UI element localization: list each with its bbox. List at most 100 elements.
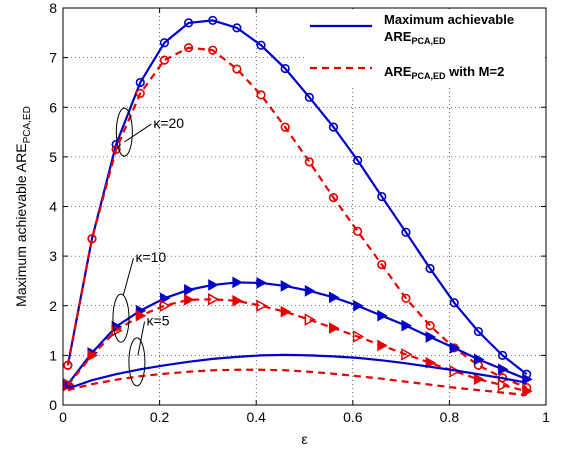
legend-text-line2: AREPCA,ED (384, 29, 446, 46)
x-tick-label: 0 (59, 409, 67, 425)
series-point-m2 (280, 122, 290, 132)
series-point-m2 (328, 322, 340, 334)
series-point-max (497, 350, 508, 360)
series-point-max (498, 363, 509, 376)
series-point-max (183, 18, 194, 28)
series-point-max (159, 38, 170, 48)
series-point-max (304, 92, 314, 102)
series-point-max (280, 63, 290, 74)
x-tick-label: 0.2 (150, 409, 170, 425)
series-point-max (232, 276, 243, 289)
x-axis-label: ε (301, 431, 307, 447)
series-point-max (473, 353, 485, 366)
annotation-ellipse (128, 337, 146, 387)
series-point-m2 (401, 293, 411, 303)
series-point-max (256, 277, 268, 289)
series-point-max (304, 285, 316, 297)
series-point-max (208, 279, 219, 291)
x-tick-label: 0.4 (246, 409, 266, 425)
series-point-m2 (111, 324, 123, 337)
series-point-m2 (135, 88, 145, 98)
series-point-m2 (473, 373, 485, 386)
series-point-max (353, 155, 363, 165)
legend-text-line1: Maximum achievable (384, 12, 514, 27)
legend-text-line2: AREPCA,ED with M=2 (384, 64, 504, 81)
annotation-label: κ=5 (147, 313, 170, 329)
series-point-m2 (159, 55, 170, 65)
series-point-m2 (256, 90, 266, 100)
y-tick-label: 2 (49, 298, 57, 314)
tick-group: 0 0.2 0.4 0.6 0.8 1 0 1 2 3 4 5 6 7 8 (49, 0, 550, 425)
series-point-max (353, 299, 364, 312)
series-point-m2 (159, 299, 171, 313)
series-line-m2 (66, 46, 528, 389)
y-tick-label: 1 (49, 347, 57, 363)
series-point-max (208, 15, 218, 26)
y-tick-label: 0 (49, 397, 57, 413)
series-point-max (135, 77, 145, 88)
series-point-max (280, 280, 292, 292)
annotation-arrow (124, 123, 152, 143)
y-tick-label: 7 (49, 50, 57, 66)
series-point-m2 (497, 378, 510, 392)
y-tick-label: 5 (49, 149, 57, 165)
series-point-max (256, 40, 266, 50)
series-point-max (449, 342, 461, 354)
y-axis-label-main: Maximum achievable ARE (13, 143, 29, 306)
series-line-m2 (67, 368, 527, 397)
series-point-m2 (280, 305, 292, 318)
series-point-m2 (425, 356, 437, 369)
x-tick-label: 1 (542, 409, 550, 425)
series-point-max (232, 23, 242, 33)
series-point-m2 (377, 339, 388, 352)
legend-text-main: ARE (384, 64, 412, 79)
y-tick-label: 4 (49, 199, 57, 215)
y-axis-label-sub: PCA,ED (22, 106, 33, 143)
series-point-m2 (256, 299, 268, 313)
series-point-m2 (377, 259, 387, 270)
series-point-m2 (232, 64, 242, 74)
series-point-m2 (522, 385, 533, 397)
annotation-label: κ=10 (135, 249, 166, 265)
x-tick-label: 0.8 (440, 409, 460, 425)
series-point-m2 (63, 360, 73, 370)
annotation-ellipse (112, 293, 130, 343)
series-line-max (66, 19, 528, 376)
series-point-m2 (184, 293, 195, 306)
series-point-m2 (135, 309, 147, 322)
series-point-max (425, 331, 437, 343)
annotation-group: κ=20 κ=10 κ=5 (112, 107, 184, 387)
series-point-max (401, 319, 412, 332)
series-point-m2 (353, 226, 363, 236)
legend-text-main: ARE (384, 29, 412, 44)
series-point-max (184, 284, 195, 296)
legend-background (304, 9, 545, 85)
x-tick-label: 0.6 (343, 409, 363, 425)
series-point-m2 (207, 293, 220, 306)
annotation-label: κ=20 (153, 115, 184, 131)
series-point-m2 (401, 348, 413, 361)
grid (63, 8, 546, 405)
series-point-m2 (87, 234, 97, 244)
annotation-arrow (122, 257, 134, 295)
series-point-m2 (352, 330, 365, 343)
series-point-m2 (425, 321, 435, 331)
series-point-m2 (183, 43, 194, 53)
series-point-max (328, 291, 340, 304)
series-point-max (159, 292, 171, 305)
series-point-m2 (304, 157, 314, 167)
y-tick-label: 6 (49, 99, 57, 115)
annotation-arrow (137, 321, 146, 356)
series-point-max (377, 309, 388, 322)
series-point-m2 (328, 192, 339, 203)
legend: Maximum achievable AREPCA,ED AREPCA,ED wit… (304, 9, 545, 85)
series-point-max (377, 191, 387, 202)
series-point-max (449, 298, 459, 308)
series-point-m2 (87, 349, 99, 362)
series-point-m2 (449, 364, 461, 378)
series-point-m2 (208, 45, 218, 55)
series-point-max (425, 263, 435, 274)
y-tick-label: 3 (49, 248, 57, 264)
series-group (63, 15, 533, 397)
